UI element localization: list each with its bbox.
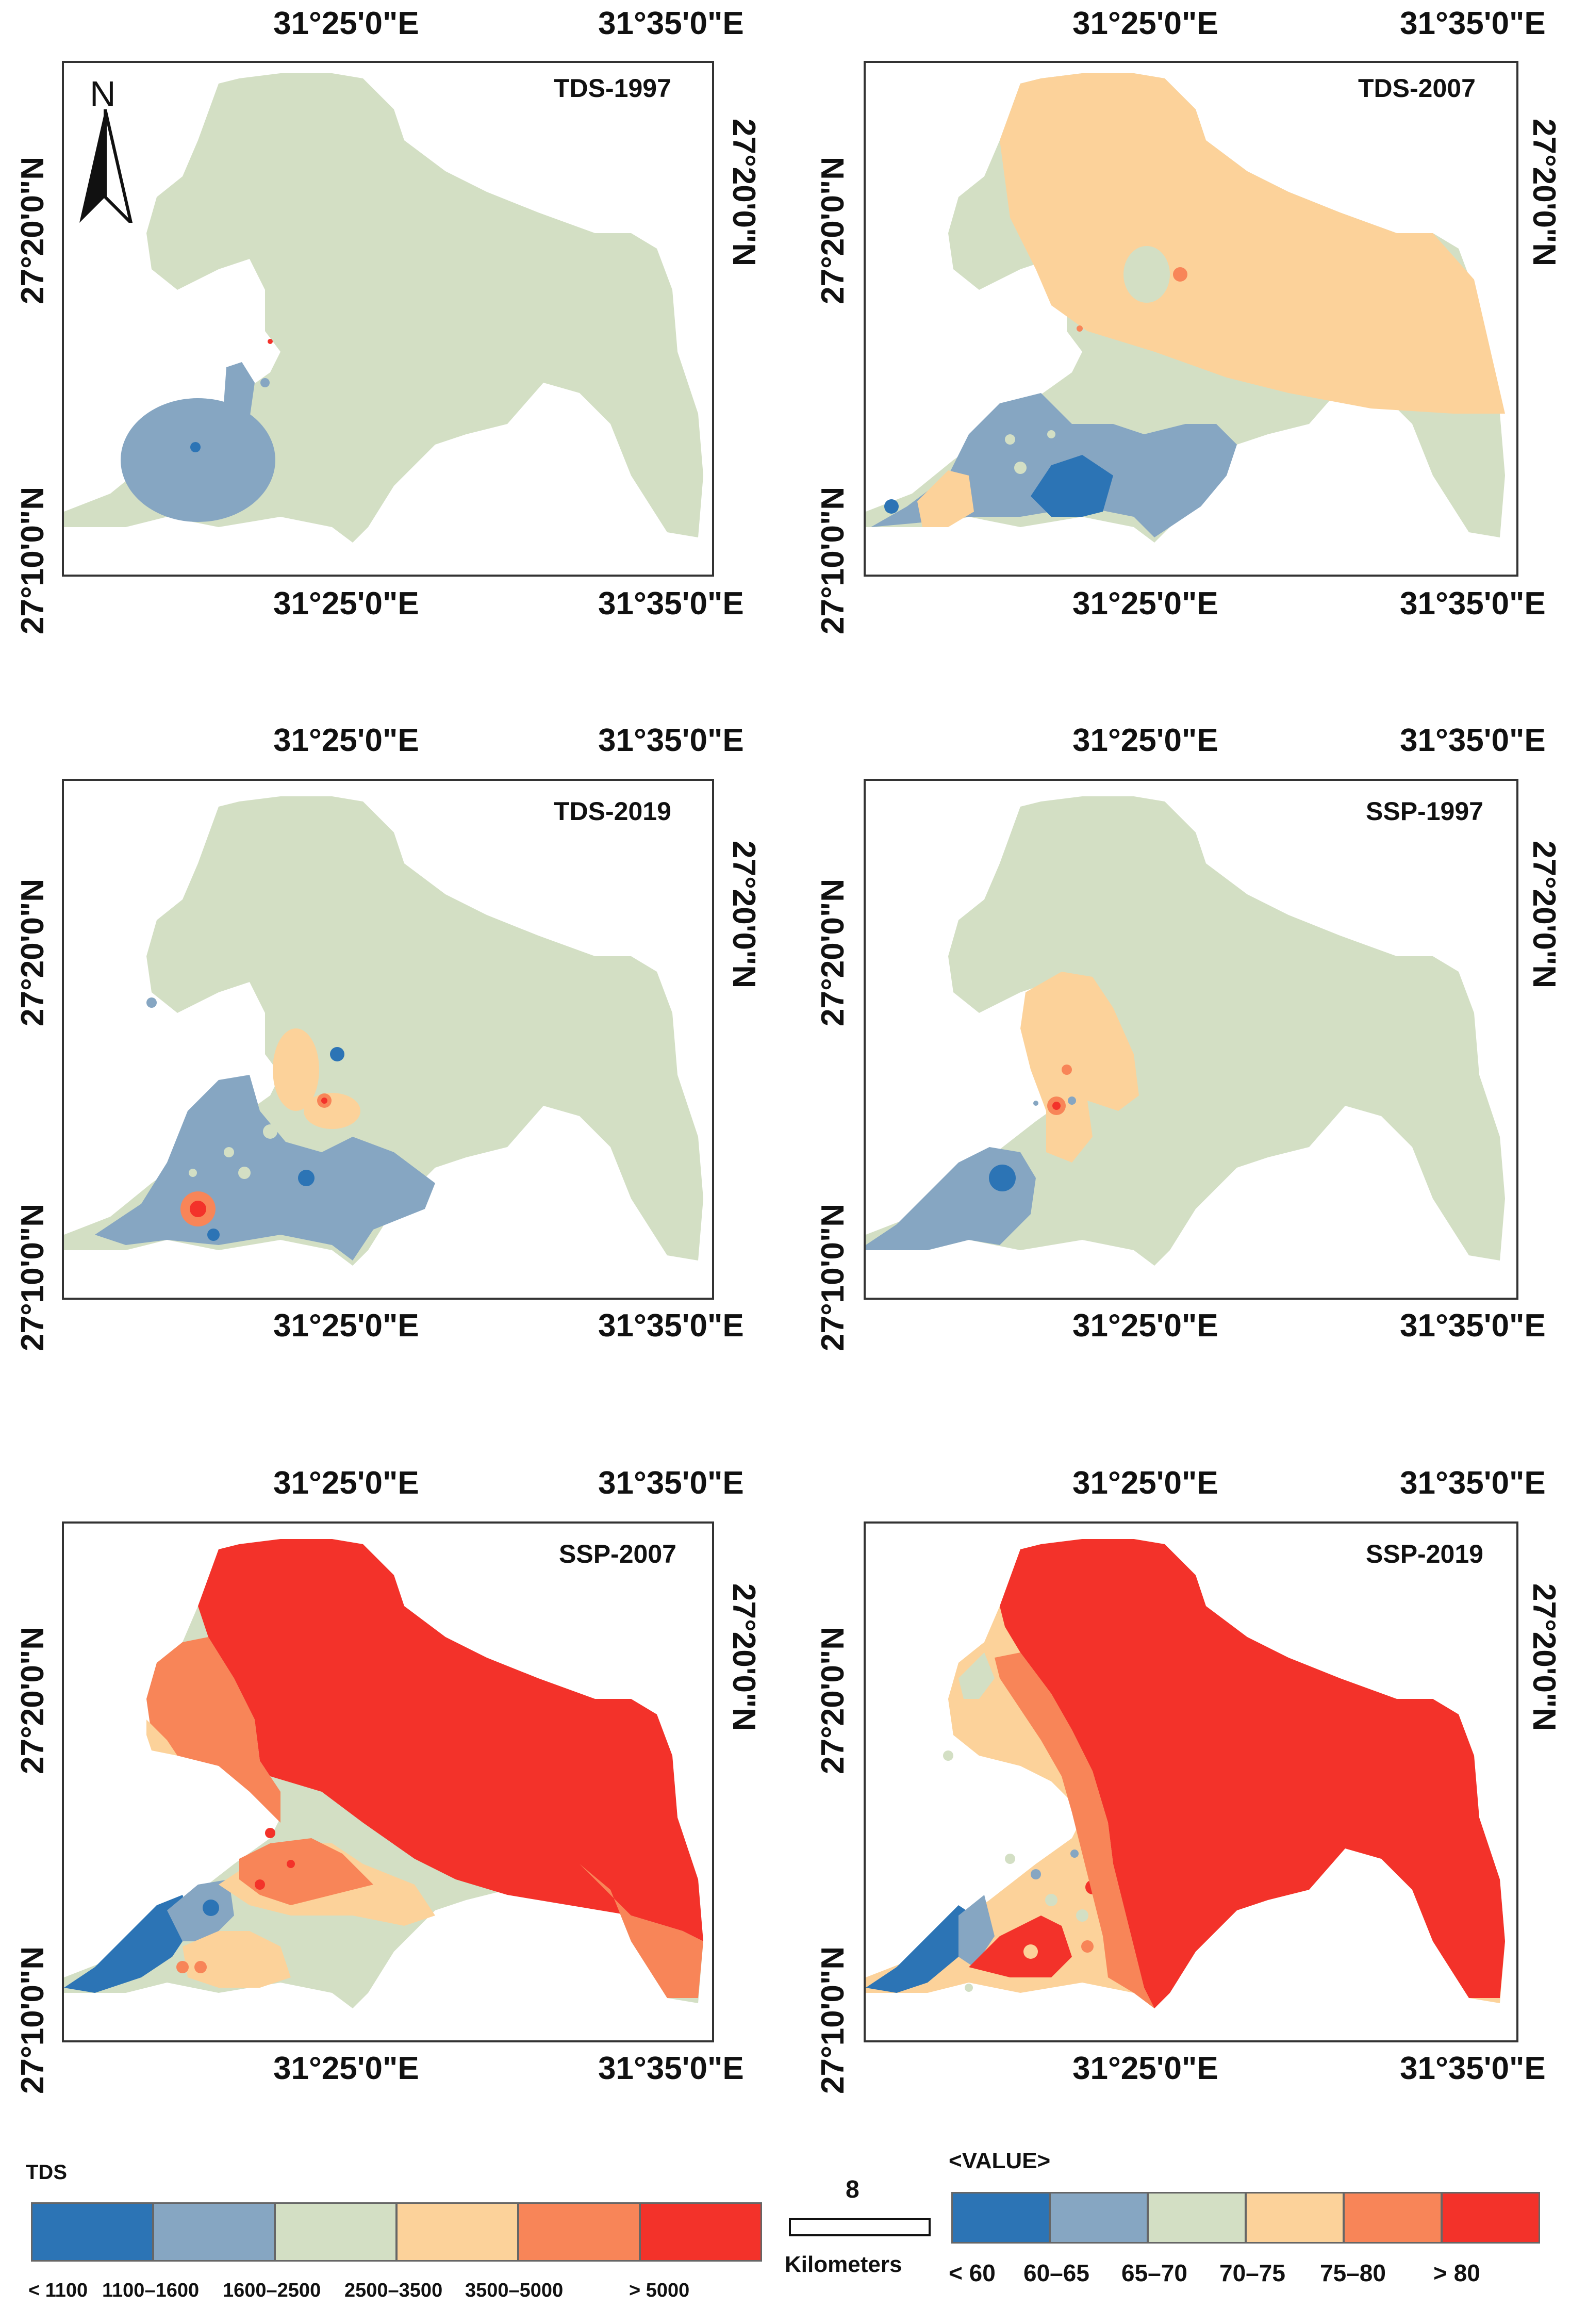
scale-bar-unit: Kilometers bbox=[785, 2252, 902, 2277]
top-lon-label-1: 31°25'0"E bbox=[273, 723, 419, 758]
legend-label-4: 70–75 bbox=[1219, 2260, 1285, 2286]
top-lon-label-2: 31°35'0"E bbox=[598, 1465, 744, 1501]
legend-label-2: 60–65 bbox=[1023, 2260, 1089, 2286]
left-lat-label-1: 27°10'0"N bbox=[815, 1203, 851, 1351]
top-lon-label-2: 31°35'0"E bbox=[1400, 723, 1546, 758]
right-lat-label-2: 27°20'0"N bbox=[1526, 1583, 1562, 1731]
legend-label-5: 75–80 bbox=[1320, 2260, 1386, 2286]
map-frame: TDS-2019 bbox=[62, 779, 714, 1300]
north-arrow-icon bbox=[79, 109, 133, 223]
top-lon-label-1: 31°25'0"E bbox=[273, 1465, 419, 1501]
bottom-lon-label-2: 31°35'0"E bbox=[598, 1308, 744, 1344]
legend-swatch-4 bbox=[1245, 2192, 1344, 2244]
legend-label-4: 2500–3500 bbox=[344, 2280, 443, 2301]
left-lat-label-2: 27°20'0"N bbox=[15, 156, 51, 304]
top-lon-label-2: 31°35'0"E bbox=[598, 6, 744, 41]
panel-title: SSP-1997 bbox=[1366, 797, 1483, 826]
north-arrow: N bbox=[74, 73, 141, 223]
legend-title: TDS bbox=[26, 2161, 67, 2184]
left-lat-label-2: 27°20'0"N bbox=[815, 156, 851, 304]
left-lat-label-1: 27°10'0"N bbox=[815, 486, 851, 634]
right-lat-label-2: 27°20'0"N bbox=[1526, 841, 1562, 989]
top-lon-label-1: 31°25'0"E bbox=[1072, 6, 1218, 41]
panel-title: TDS-2019 bbox=[554, 797, 671, 826]
legend-swatch-6 bbox=[639, 2202, 762, 2262]
legend-swatch-6 bbox=[1441, 2192, 1540, 2244]
north-label: N bbox=[90, 74, 116, 114]
top-lon-label-2: 31°35'0"E bbox=[1400, 6, 1546, 41]
left-lat-label-2: 27°20'0"N bbox=[815, 1626, 851, 1774]
left-lat-label-2: 27°20'0"N bbox=[15, 1626, 51, 1774]
map-canvas bbox=[866, 1539, 1505, 2008]
bottom-lon-label-2: 31°35'0"E bbox=[1400, 2051, 1546, 2086]
legend-title: <VALUE> bbox=[949, 2148, 1051, 2173]
map-frame: SSP-2019 bbox=[864, 1521, 1518, 2042]
legend-swatch-1 bbox=[31, 2202, 154, 2262]
map-frame: N TDS-1997 bbox=[62, 61, 714, 577]
map-frame: SSP-2007 bbox=[62, 1521, 714, 2042]
legend-label-1: < 60 bbox=[949, 2260, 996, 2286]
map-canvas bbox=[866, 796, 1505, 1266]
right-lat-label-2: 27°20'0"N bbox=[726, 841, 762, 989]
right-lat-label-2: 27°20'0"N bbox=[726, 1583, 762, 1731]
legend-swatch-2 bbox=[153, 2202, 275, 2262]
map-frame: TDS-2007 bbox=[864, 61, 1518, 577]
top-lon-label-2: 31°35'0"E bbox=[598, 723, 744, 758]
map-canvas bbox=[866, 73, 1505, 543]
scale-bar-graphic bbox=[789, 2218, 931, 2236]
left-lat-label-2: 27°20'0"N bbox=[15, 878, 51, 1026]
top-lon-label-2: 31°35'0"E bbox=[1400, 1465, 1546, 1501]
legend-label-5: 3500–5000 bbox=[465, 2280, 564, 2301]
map-canvas bbox=[64, 73, 708, 574]
legend-swatch-5 bbox=[518, 2202, 640, 2262]
legend-label-6: > 5000 bbox=[629, 2280, 690, 2301]
panel-title: TDS-2007 bbox=[1358, 74, 1476, 103]
bottom-lon-label-1: 31°25'0"E bbox=[273, 2051, 419, 2086]
map-canvas bbox=[64, 796, 703, 1266]
top-lon-label-1: 31°25'0"E bbox=[273, 6, 419, 41]
panel-title: TDS-1997 bbox=[554, 74, 671, 103]
legend-label-3: 1600–2500 bbox=[223, 2280, 321, 2301]
legend-label-2: 1100–1600 bbox=[102, 2280, 200, 2301]
legend-swatch-1 bbox=[951, 2192, 1050, 2244]
legend-label-3: 65–70 bbox=[1121, 2260, 1187, 2286]
legend-swatch-2 bbox=[1049, 2192, 1148, 2244]
bottom-lon-label-1: 31°25'0"E bbox=[273, 1308, 419, 1344]
bottom-lon-label-1: 31°25'0"E bbox=[273, 586, 419, 621]
bottom-lon-label-2: 31°35'0"E bbox=[1400, 1308, 1546, 1344]
bottom-lon-label-1: 31°25'0"E bbox=[1072, 586, 1218, 621]
scale-bar-value: 8 bbox=[846, 2176, 859, 2203]
bottom-lon-label-1: 31°25'0"E bbox=[1072, 2051, 1218, 2086]
left-lat-label-1: 27°10'0"N bbox=[15, 486, 51, 634]
right-lat-label-2: 27°20'0"N bbox=[726, 119, 762, 267]
legend-swatch-3 bbox=[1147, 2192, 1246, 2244]
map-frame: SSP-1997 bbox=[864, 779, 1518, 1300]
bottom-lon-label-1: 31°25'0"E bbox=[1072, 1308, 1218, 1344]
top-lon-label-1: 31°25'0"E bbox=[1072, 723, 1218, 758]
bottom-lon-label-2: 31°35'0"E bbox=[1400, 586, 1546, 621]
left-lat-label-1: 27°10'0"N bbox=[15, 1946, 51, 2094]
left-lat-label-2: 27°20'0"N bbox=[815, 878, 851, 1026]
legend-swatch-5 bbox=[1343, 2192, 1442, 2244]
top-lon-label-1: 31°25'0"E bbox=[1072, 1465, 1218, 1501]
panel-title: SSP-2007 bbox=[559, 1540, 676, 1568]
legend-swatch-4 bbox=[396, 2202, 519, 2262]
legend-label-1: < 1100 bbox=[28, 2280, 88, 2301]
legend-label-6: > 80 bbox=[1433, 2260, 1480, 2286]
legend-swatch-3 bbox=[274, 2202, 397, 2262]
map-canvas bbox=[64, 1539, 703, 2008]
bottom-lon-label-2: 31°35'0"E bbox=[598, 586, 744, 621]
panel-title: SSP-2019 bbox=[1366, 1540, 1483, 1568]
right-lat-label-2: 27°20'0"N bbox=[1526, 119, 1562, 267]
left-lat-label-1: 27°10'0"N bbox=[815, 1946, 851, 2094]
bottom-lon-label-2: 31°35'0"E bbox=[598, 2051, 744, 2086]
left-lat-label-1: 27°10'0"N bbox=[15, 1203, 51, 1351]
